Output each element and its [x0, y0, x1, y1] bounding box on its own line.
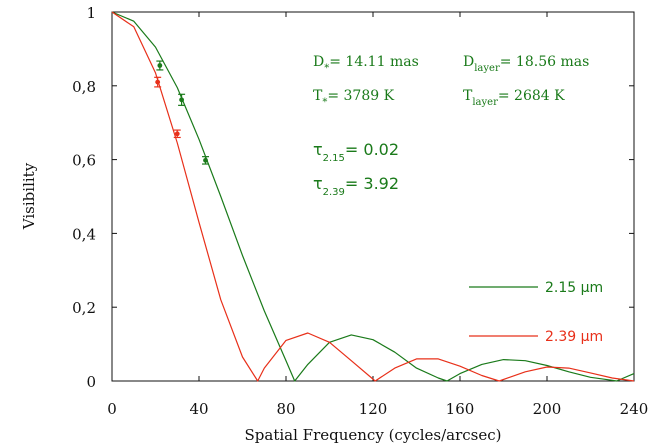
y-tick-label: 0,4	[72, 225, 96, 243]
annotations: D*= 14.11 mas Dlayer= 18.56 mas T*= 3789…	[313, 54, 589, 198]
y-tick-label: 0,6	[72, 152, 96, 170]
annotation-tau-239: τ2.39= 3.92	[313, 174, 399, 198]
annotation-t-layer: Tlayer= 2684 K	[463, 88, 565, 108]
curves-layer	[111, 11, 635, 382]
x-tick-label: 80	[276, 400, 295, 418]
y-tick-label: 0,8	[72, 78, 96, 96]
annotation-t-star: T*= 3789 K	[313, 88, 395, 108]
series-line-239	[111, 11, 635, 382]
y-tick-label: 1	[86, 4, 96, 22]
annotation-d-layer: Dlayer= 18.56 mas	[463, 54, 589, 74]
data-point-239	[155, 79, 161, 85]
x-tick-label: 0	[107, 400, 117, 418]
data-point-215	[157, 63, 163, 68]
legend-label-215: 2.15 μm	[545, 280, 603, 296]
ticks-layer: 0 40 80 120 160 200 240 0 0,2 0,4 0,6 0,8 1	[72, 4, 648, 418]
legend-label-239: 2.39 μm	[545, 329, 603, 345]
x-tick-label: 120	[359, 400, 388, 418]
annotation-tau-215: τ2.15= 0.02	[313, 140, 399, 164]
legend: 2.15 μm 2.39 μm	[469, 280, 603, 345]
x-tick-label: 200	[533, 400, 562, 418]
points-layer	[154, 60, 210, 165]
x-tick-label: 240	[620, 400, 649, 418]
x-tick-label: 40	[189, 400, 208, 418]
y-axis-label: Visibility	[20, 162, 38, 230]
series-line-215	[111, 11, 635, 382]
data-point-239	[174, 131, 180, 137]
x-tick-label: 160	[446, 400, 475, 418]
annotation-d-star: D*= 14.11 mas	[313, 54, 419, 74]
x-axis-label: Spatial Frequency (cycles/arcsec)	[245, 426, 502, 444]
y-tick-label: 0,2	[72, 299, 96, 317]
data-point-215	[179, 97, 185, 103]
data-point-215	[203, 157, 208, 163]
y-tick-label: 0	[86, 373, 96, 391]
